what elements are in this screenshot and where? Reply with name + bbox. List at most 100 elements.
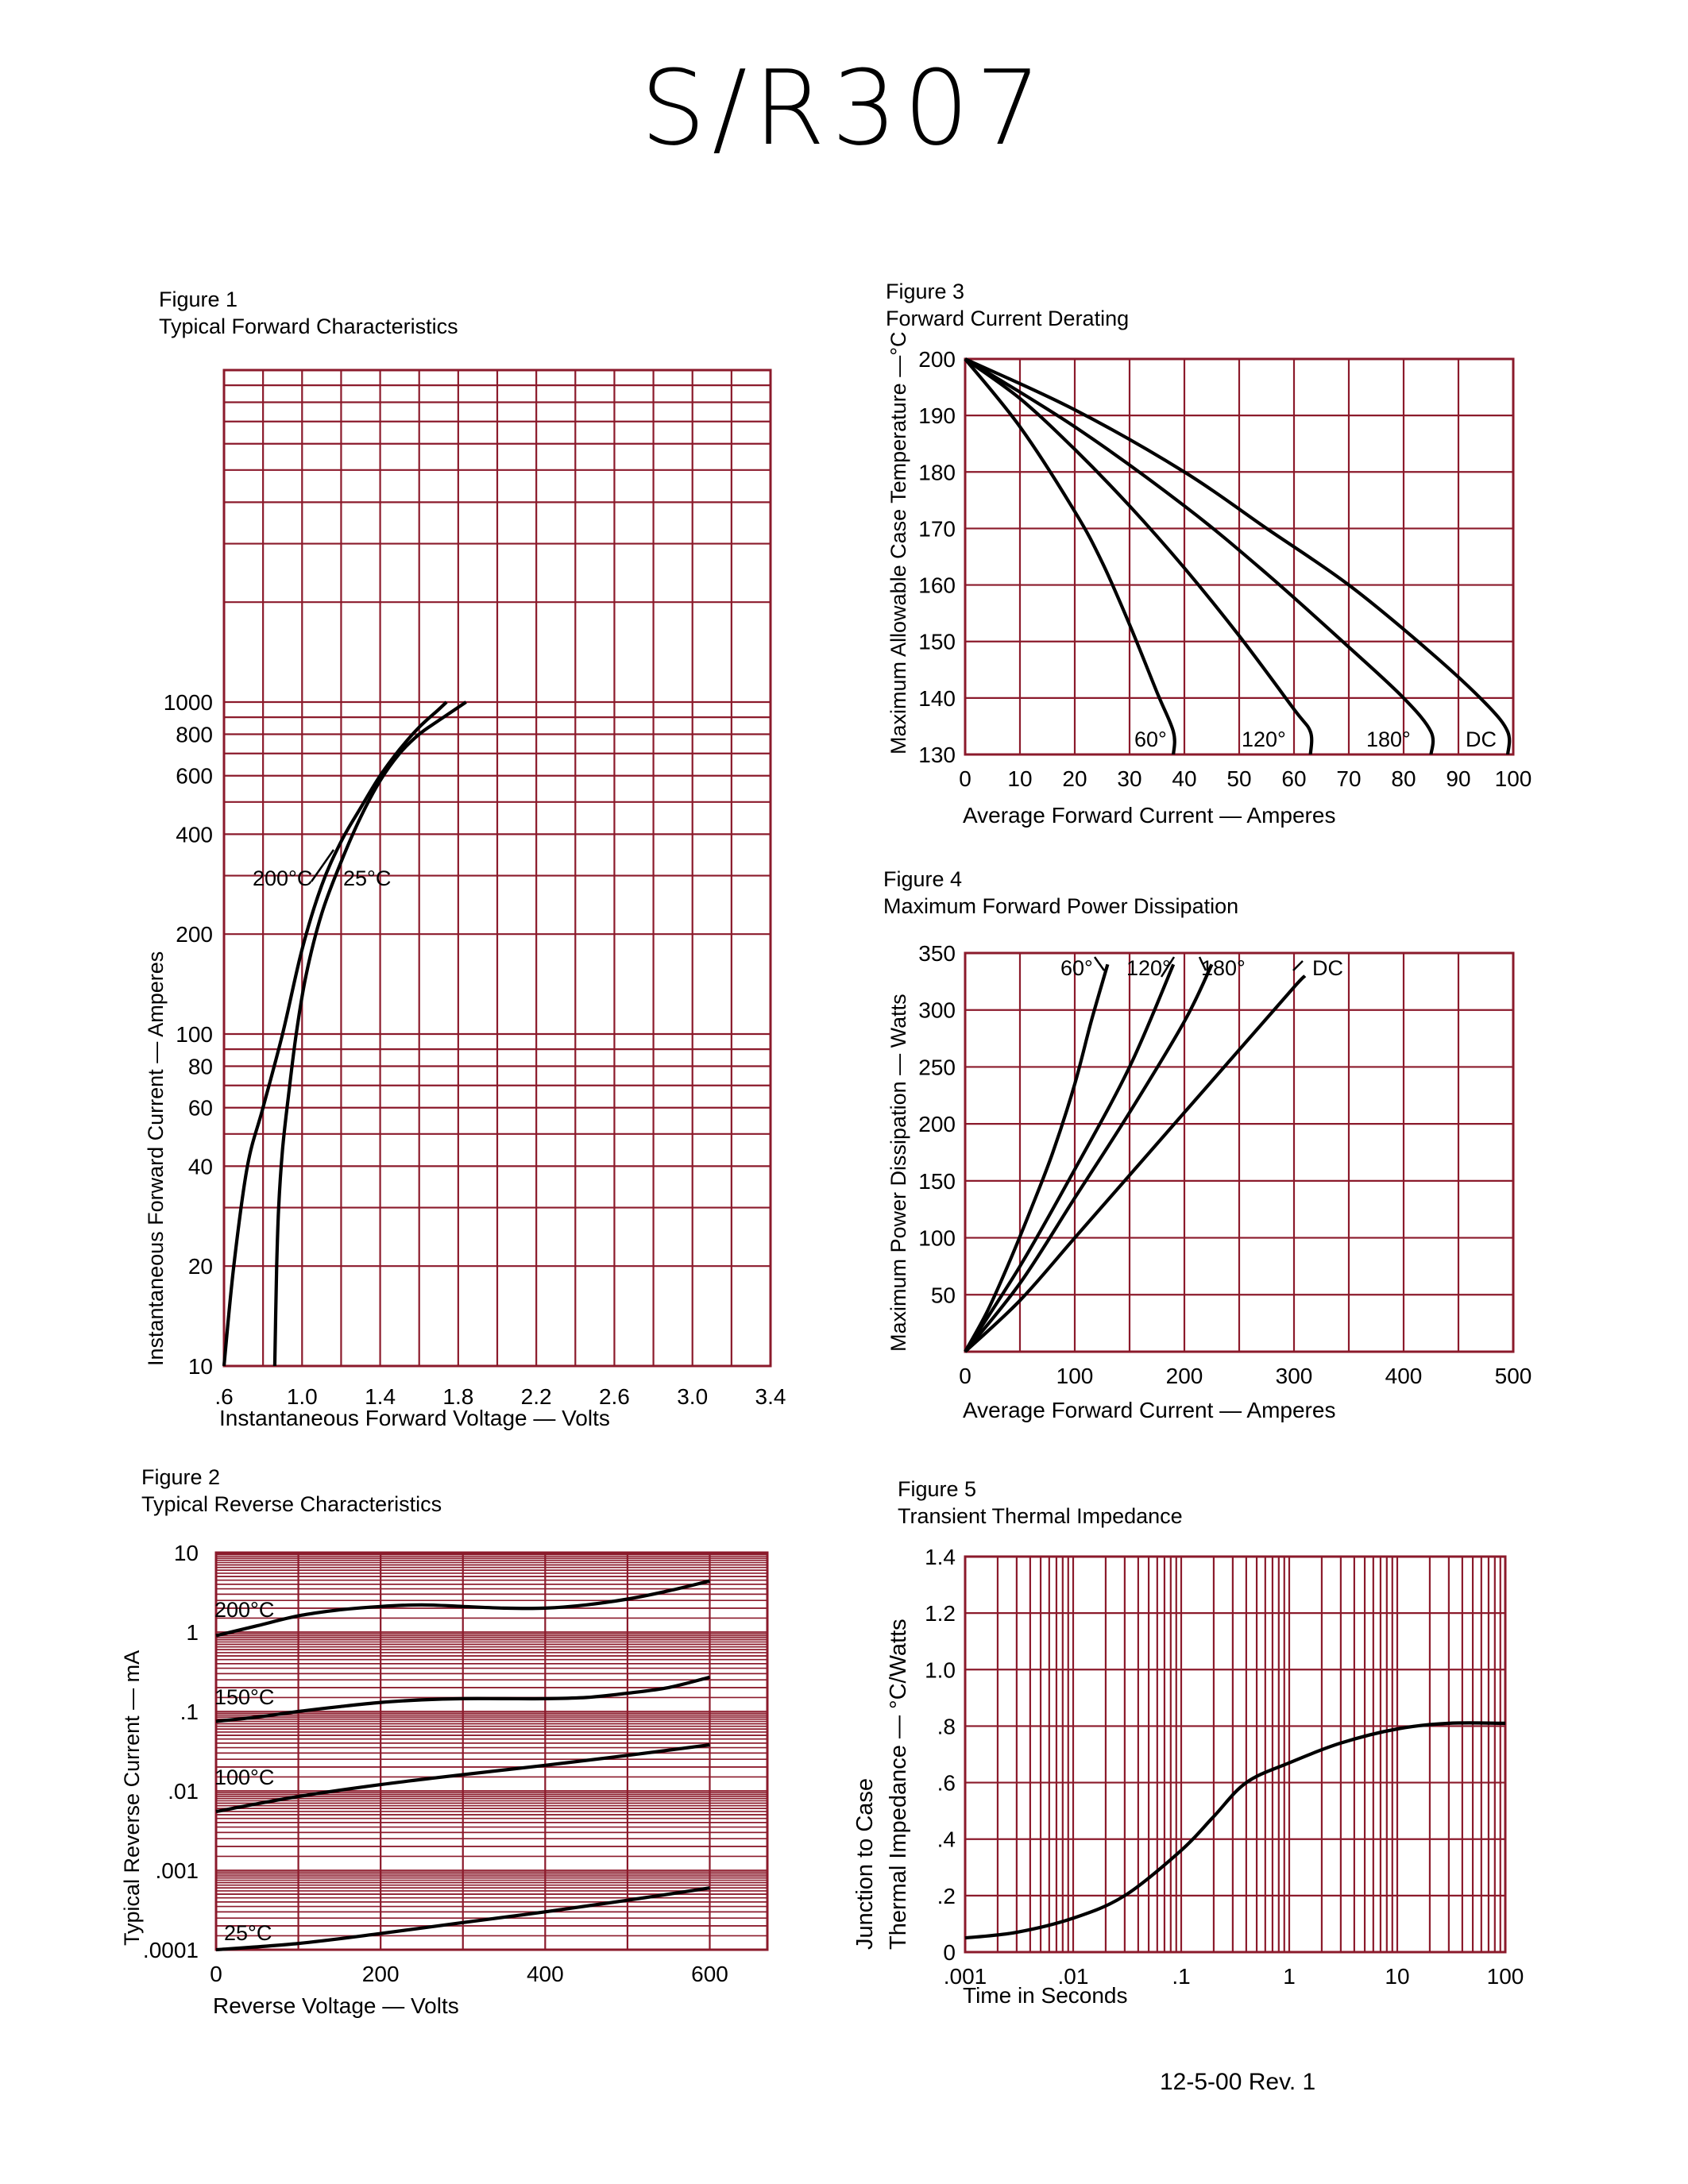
fig1-y-tick-label: 10 (188, 1354, 213, 1379)
fig5-chart: .001 .01 .1 1 10 100 0 .2 .4 .6 .8 1.0 1.2 1.4 Time in… (852, 1545, 1524, 2008)
fig1-y-tick-label: 1000 (164, 690, 213, 715)
fig3-series-label: 60° (1134, 727, 1167, 751)
fig5-y-tick-label: 0 (943, 1940, 956, 1965)
fig2-y-tick-label: 10 (174, 1541, 199, 1565)
fig1-series-25C-line (272, 700, 467, 1367)
fig2-series-200C-line (215, 1579, 710, 1638)
fig4-x-tick-label: 300 (1276, 1364, 1313, 1388)
fig5-y-tick-label: 1.4 (925, 1545, 956, 1569)
fig3-series-DC-line (964, 357, 1512, 755)
fig1-leader-line (310, 849, 335, 882)
fig2-series-label: 150°C (214, 1685, 274, 1709)
fig5-y-tick-label: .2 (937, 1884, 956, 1908)
fig3-y-tick-label: 140 (918, 686, 956, 711)
fig1-caption: Figure 1 Typical Forward Characteristics (159, 286, 458, 340)
page-title: S/R307 (640, 48, 1048, 168)
fig2-frame (214, 1551, 769, 1951)
fig2-y-tick-label: .1 (180, 1700, 199, 1724)
fig1-y-axis-label: Instantaneous Forward Current — Amperes (144, 951, 168, 1366)
fig1-x-tick-label: 2.2 (521, 1384, 552, 1409)
fig4-series-180-line (964, 963, 1214, 1353)
fig3-x-tick-label: 80 (1391, 766, 1416, 791)
fig4-x-tick-label: 500 (1495, 1364, 1532, 1388)
fig2-x-tick-label: 200 (362, 1962, 400, 1986)
fig1-x-tick-label: 1.0 (287, 1384, 318, 1409)
fig4-series-60-line (964, 963, 1110, 1353)
fig4-leader-line (1160, 956, 1176, 978)
fig3-x-tick-label: 10 (1007, 766, 1032, 791)
fig4-y-tick-label: 50 (931, 1283, 956, 1307)
fig4-x-tick-label: 200 (1166, 1364, 1203, 1388)
fig1-y-tick-label: 100 (176, 1022, 213, 1047)
fig4-chart: 60° 120° 180° DC 0 100 200 300 400 500 50 100 150 200… (886, 941, 1532, 1422)
fig3-x-tick-label: 60 (1281, 766, 1306, 791)
fig2-y-tick-label: .001 (156, 1858, 199, 1883)
fig5-x-axis-label: Time in Seconds (963, 1983, 1128, 2008)
fig5-x-tick-label: 100 (1487, 1964, 1524, 1989)
fig5-label: Figure 5 (898, 1477, 977, 1501)
fig4-x-tick-label: 100 (1056, 1364, 1094, 1388)
fig3-frame (964, 357, 1515, 756)
fig5-y-axis-label: Thermal Impedance — °C/Watts (886, 1619, 911, 1950)
fig5-y-axis-label: Junction to Case (852, 1778, 878, 1950)
fig2-x-axis-label: Reverse Voltage — Volts (213, 1993, 459, 2018)
fig5-y-tick-label: .8 (937, 1714, 956, 1738)
fig3-y-tick-label: 190 (918, 403, 956, 428)
fig1-x-tick-label: 3.4 (755, 1384, 786, 1409)
fig2-series-25C-line (215, 1886, 710, 1952)
fig3-x-tick-label: 50 (1226, 766, 1251, 791)
fig4-leader-line (1093, 956, 1106, 971)
fig4-x-tick-label: 0 (959, 1364, 971, 1388)
fig3-series-120-line (964, 357, 1314, 755)
fig4-series-120-line (964, 963, 1176, 1353)
fig5-x-tick-label: 1 (1283, 1964, 1296, 1989)
fig3-y-tick-label: 150 (918, 630, 956, 654)
fig5-title: Transient Thermal Impedance (898, 1504, 1183, 1528)
fig4-y-tick-label: 150 (918, 1169, 956, 1194)
fig2-series-label: 25°C (224, 1921, 272, 1945)
fig1-label: Figure 1 (159, 287, 238, 311)
fig3-y-tick-label: 130 (918, 743, 956, 767)
fig3-x-tick-label: 20 (1062, 766, 1087, 791)
fig2-series-label: 100°C (214, 1765, 274, 1789)
fig4-x-tick-label: 400 (1385, 1364, 1423, 1388)
fig4-title: Maximum Forward Power Dissipation (883, 894, 1239, 918)
fig1-x-tick-label: 3.0 (677, 1384, 708, 1409)
fig2-caption: Figure 2 Typical Reverse Characteristics (141, 1464, 442, 1518)
fig3-series-label: DC (1466, 727, 1497, 751)
fig3-x-tick-label: 70 (1336, 766, 1361, 791)
fig4-series-label: 120° (1126, 956, 1171, 980)
fig4-y-tick-label: 100 (918, 1226, 956, 1251)
fig3-title: Forward Current Derating (886, 307, 1130, 330)
fig3-x-tick-label: 100 (1495, 766, 1532, 791)
fig2-label: Figure 2 (141, 1465, 221, 1489)
fig2-title: Typical Reverse Characteristics (141, 1492, 442, 1516)
fig2-series-label: 200°C (214, 1598, 274, 1622)
fig1-y-tick-label: 60 (188, 1096, 213, 1121)
fig3-x-tick-label: 40 (1172, 766, 1196, 791)
fig2-chart: 200°C 150°C 100°C 25°C0 200 400 600 .0001 .001 .0… (120, 1541, 769, 2018)
fig1-y-tick-label: 40 (188, 1154, 213, 1179)
fig1-x-tick-label: 2.6 (599, 1384, 630, 1409)
fig3-chart: 60° 120° 180° DC 0 10 20 30 40 50 60 70 80 90 100 130 14… (886, 332, 1532, 828)
fig2-series-150C-line (215, 1675, 710, 1723)
fig5-y-tick-label: 1.2 (925, 1601, 956, 1626)
fig1-y-tick-label: 20 (188, 1254, 213, 1279)
fig4-series-DC-line (964, 974, 1307, 1353)
fig1-y-tick-label: 200 (176, 922, 213, 947)
fig4-leader-line (1198, 956, 1207, 971)
fig5-caption: Figure 5 Transient Thermal Impedance (898, 1476, 1183, 1530)
fig1-x-tick-label: .6 (214, 1384, 233, 1409)
fig4-y-axis-label: Maximum Power Dissipation — Watts (886, 994, 910, 1352)
fig5-y-tick-label: .4 (937, 1827, 956, 1852)
fig2-series-100C-line (215, 1742, 710, 1814)
fig2-x-tick-label: 600 (691, 1962, 728, 1986)
fig5-y-tick-label: 1.0 (925, 1657, 956, 1682)
fig3-y-tick-label: 200 (918, 347, 956, 372)
fig4-y-tick-label: 200 (918, 1112, 956, 1136)
fig3-series-180-line (964, 357, 1435, 755)
fig3-y-tick-label: 170 (918, 516, 956, 541)
fig3-series-label: 180° (1366, 727, 1411, 751)
fig4-y-tick-label: 350 (918, 941, 956, 966)
